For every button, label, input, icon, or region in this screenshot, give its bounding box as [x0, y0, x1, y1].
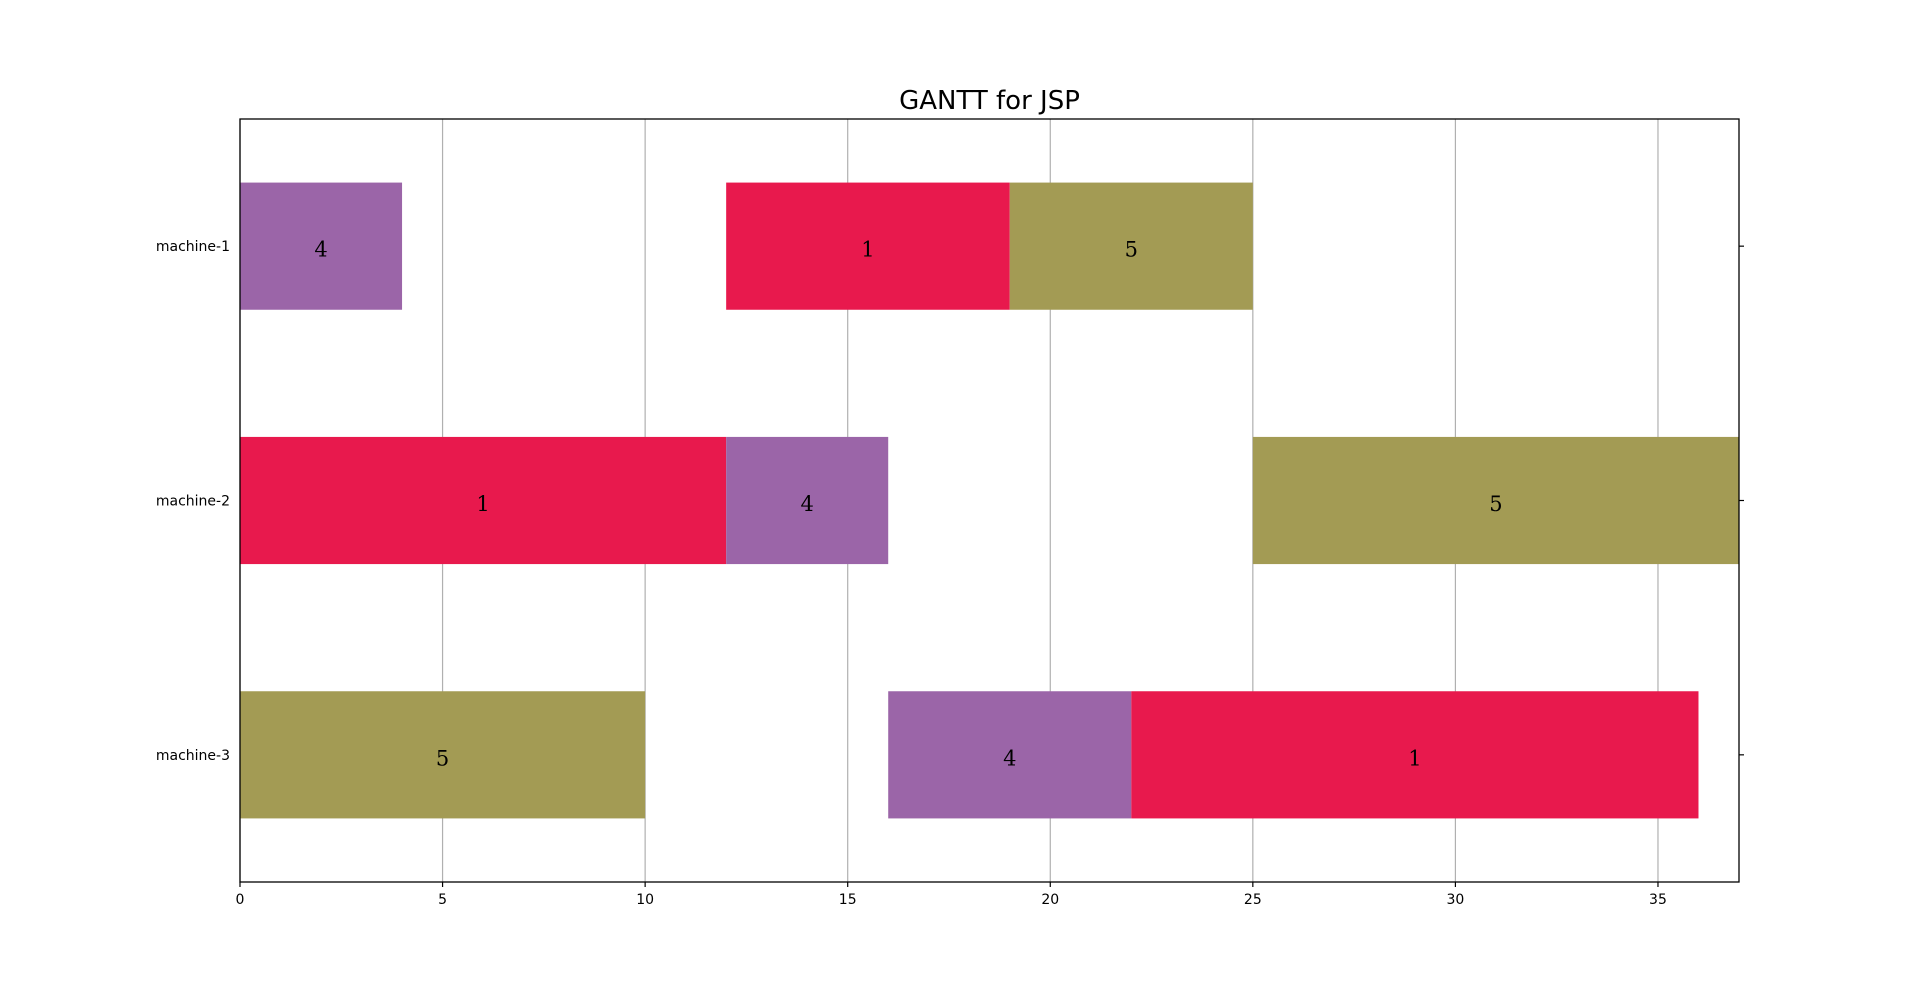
bar-label-machine-1-job-5: 5 [1125, 238, 1138, 262]
gantt-bar-machine-2-job-5 [1252, 436, 1739, 565]
gantt-bar-machine-2-job-4 [726, 436, 889, 565]
gantt-bar-machine-3-job-1 [1131, 691, 1699, 819]
x-tick-label-25: 25 [1244, 892, 1262, 908]
y-tick-label-machine-2: machine-2 [156, 494, 230, 510]
gantt-bar-machine-3-job-5 [240, 691, 646, 819]
y-tick-label-machine-3: machine-3 [156, 748, 230, 764]
x-tick-label-5: 5 [438, 892, 447, 908]
x-tick-label-20: 20 [1041, 892, 1059, 908]
x-tick-label-30: 30 [1446, 892, 1464, 908]
bar-label-machine-1-job-1: 1 [861, 238, 874, 262]
gantt-bar-machine-1-job-4 [240, 182, 403, 310]
x-tick-label-10: 10 [636, 892, 654, 908]
x-tick-label-15: 15 [839, 892, 857, 908]
x-tick-label-0: 0 [236, 892, 245, 908]
bar-label-machine-3-job-4: 4 [1003, 746, 1016, 770]
y-tick-label-machine-1: machine-1 [156, 239, 230, 255]
bar-label-machine-1-job-4: 4 [314, 238, 327, 262]
gantt-bar-machine-3-job-4 [888, 691, 1132, 819]
gantt-bar-machine-1-job-5 [1009, 182, 1253, 310]
x-axis: 0 5 10 15 20 25 30 35 [236, 882, 1667, 908]
bar-label-machine-2-job-5: 5 [1489, 492, 1502, 516]
bars-layer [240, 182, 1739, 819]
bar-labels-layer: 4 1 5 1 4 5 5 4 1 [314, 238, 1502, 771]
bar-label-machine-2-job-4: 4 [801, 492, 814, 516]
x-tick-label-35: 35 [1649, 892, 1667, 908]
gantt-bar-machine-1-job-1 [726, 182, 1010, 310]
chart-title: GANTT for JSP [899, 86, 1080, 116]
y-axis: machine-1 machine-2 machine-3 [156, 239, 1744, 764]
gantt-bar-machine-2-job-1 [240, 436, 727, 565]
bar-label-machine-3-job-1: 1 [1408, 746, 1421, 770]
bar-label-machine-3-job-5: 5 [436, 746, 449, 770]
bar-label-machine-2-job-1: 1 [476, 492, 489, 516]
